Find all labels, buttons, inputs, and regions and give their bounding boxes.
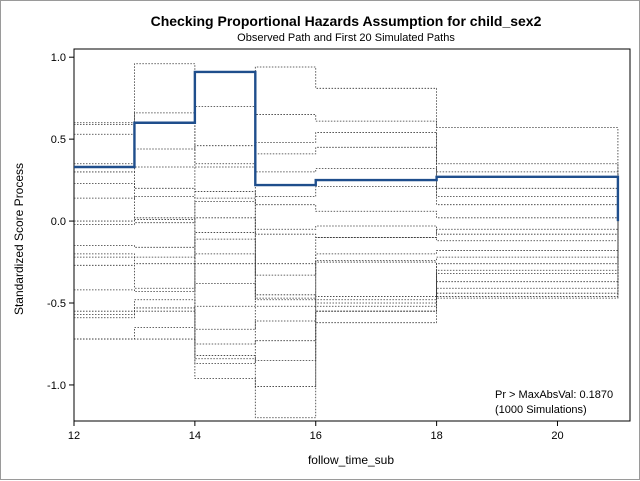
simulated-path-20: [74, 171, 619, 419]
y-tick-label-1: -0.5: [47, 298, 66, 310]
simulated-path-18: [74, 221, 619, 361]
x-tick-label-18: 18: [430, 430, 442, 442]
x-axis-label: follow_time_sub: [308, 453, 394, 467]
simulated-path-6: [74, 182, 619, 222]
chart-title: Checking Proportional Hazards Assumption…: [151, 13, 542, 29]
observed-path: [74, 70, 620, 222]
y-tick-label-0: -1.0: [47, 380, 66, 392]
simulated-path-12: [74, 221, 619, 297]
simulated-path-17: [74, 221, 619, 345]
y-tick-label-4: 1.0: [51, 52, 66, 64]
simulated-path-7: [74, 196, 619, 222]
simulated-path-13: [74, 221, 619, 301]
x-tick-label-16: 16: [310, 430, 322, 442]
y-tick-label-2: 0.0: [51, 216, 66, 228]
simulated-path-4: [74, 145, 619, 222]
plot-border: [73, 48, 631, 422]
x-tick-label-14: 14: [189, 430, 201, 442]
x-tick-label-20: 20: [551, 430, 563, 442]
simulations-annotation: (1000 Simulations): [495, 404, 587, 416]
simulated-path-16: [74, 221, 619, 330]
simulated-path-5: [74, 166, 619, 222]
y-axis-label: Standardized Score Process: [12, 163, 26, 315]
simulated-path-15: [74, 221, 619, 312]
simulated-path-19: [74, 221, 619, 387]
simulated-path-1: [74, 63, 619, 365]
y-tick-label-3: 0.5: [51, 134, 66, 146]
x-tick-label-12: 12: [68, 430, 80, 442]
pvalue-annotation: Pr > MaxAbsVal: 0.1870: [495, 389, 613, 401]
chart-subtitle: Observed Path and First 20 Simulated Pat…: [237, 32, 455, 44]
plot-area: 12 14 16 18 20 -1.0 -0.5 0.0 0.5 1.0: [47, 48, 631, 442]
